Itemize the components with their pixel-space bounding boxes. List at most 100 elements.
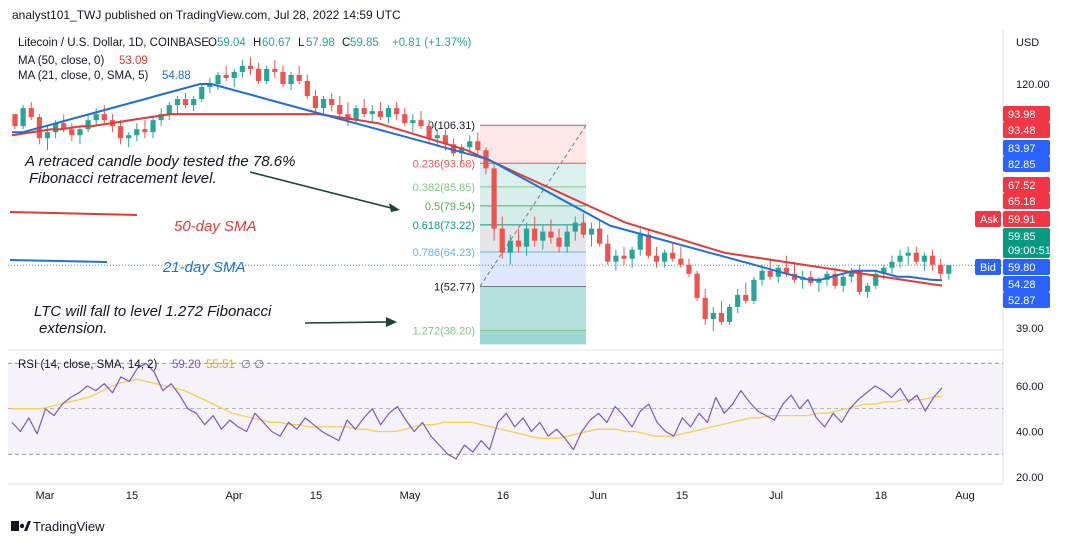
price-label-box	[1003, 122, 1050, 138]
grid	[8, 264, 1003, 485]
candle-body	[929, 255, 936, 265]
fib-level-label: 1(52.77)	[434, 282, 475, 294]
ma21-legend: MA (21, close, 0, SMA, 5)	[18, 70, 149, 82]
rsi-tick: 20.00	[1016, 472, 1044, 484]
candle-body	[848, 270, 854, 277]
publisher-line: analyst101_TWJ published on TradingView.…	[12, 8, 401, 22]
candle-body	[101, 114, 107, 121]
candle-body	[702, 297, 708, 319]
candle-body	[134, 129, 140, 136]
candle-body	[158, 114, 164, 121]
candle-body	[921, 255, 928, 262]
ohlc-l-label: L	[298, 37, 305, 49]
candle-body	[20, 108, 26, 127]
ohlc-h-value: 60.67	[262, 37, 291, 49]
candle-body	[426, 126, 432, 139]
fib-tail-zone	[480, 330, 586, 345]
ohlc-o-value: 59.04	[217, 37, 246, 49]
candle-body	[182, 99, 189, 106]
annotation-arrowhead-fib	[389, 203, 400, 212]
symbol-line: Litecoin / U.S. Dollar, 1D, COINBASE O 5…	[18, 37, 471, 49]
candle-body	[329, 99, 335, 106]
candle-body	[718, 312, 725, 322]
price-tag-box	[975, 211, 1001, 227]
symbol-label: Litecoin / U.S. Dollar, 1D, COINBASE	[18, 37, 209, 49]
candle-body	[816, 279, 822, 283]
fib-level-label: 0.5(79.54)	[425, 201, 475, 213]
fib-level-label: 0.618(73.22)	[413, 220, 475, 232]
fib-level-label: 0.236(93.68)	[413, 158, 475, 170]
tv-logo-bar	[11, 521, 19, 531]
ohlc-o-label: O	[208, 37, 217, 49]
price-label-value: 65.18	[1008, 196, 1036, 208]
candle-body	[572, 222, 578, 232]
candle-body	[394, 108, 400, 115]
time-tick: May	[400, 490, 421, 502]
price-label-box	[1003, 211, 1050, 227]
candle-body	[751, 279, 757, 301]
candle-body	[85, 120, 91, 130]
ma50-line	[11, 113, 943, 287]
candle-body	[53, 123, 59, 133]
fib-level-label: 0(106.31)	[428, 120, 475, 132]
price-label-value: 59.80	[1008, 262, 1036, 274]
time-tick: 15	[126, 490, 138, 502]
time-tick: Jun	[589, 490, 607, 502]
annotation-fall-line2: extension.	[39, 320, 107, 337]
ma21-legend-value: 54.88	[162, 70, 191, 82]
candle-body	[28, 108, 34, 118]
candle-body	[369, 111, 375, 115]
price-label-box	[1003, 259, 1050, 275]
candle-body	[670, 252, 676, 259]
candle-body	[264, 68, 270, 81]
rsi-pane: RSI (14, close, SMA, 14, 2) 59.20 55.51 ∅ ∅	[11, 359, 943, 460]
ohlc-change: +0.81 (+1.37%)	[392, 37, 471, 49]
candle-body	[491, 168, 497, 229]
price-label-value: 83.97	[1008, 143, 1036, 155]
candle-body	[889, 261, 895, 268]
candle-body	[126, 135, 132, 139]
candle-body	[507, 240, 513, 253]
candle-body	[117, 126, 124, 139]
candle-body	[272, 68, 278, 72]
ohlc-c-label: C	[342, 37, 350, 49]
rsi-legend: RSI (14, close, SMA, 14, 2)	[18, 359, 158, 371]
price-tag-label: Ask	[980, 214, 999, 226]
fib-zone	[480, 205, 586, 225]
price-label-value: 67.52	[1008, 180, 1036, 192]
candle-body	[653, 255, 660, 262]
ohlc-c-value: 59.85	[350, 37, 379, 49]
candle-body	[564, 231, 570, 247]
rsi-tick: 60.00	[1016, 381, 1044, 393]
rsi-legend-extra: ∅ ∅	[241, 359, 264, 371]
candle-body	[710, 312, 716, 319]
candle-body	[256, 68, 262, 81]
candle-body	[865, 285, 871, 292]
annotation-fib-test-line1: A retraced candle body tested the 78.6%	[24, 153, 295, 170]
candle-body	[77, 129, 83, 136]
rsi-line	[11, 362, 943, 460]
candle-body	[840, 276, 846, 286]
footer-brand: TradingView	[33, 519, 105, 534]
candle-body	[946, 265, 952, 274]
candle-body	[613, 255, 619, 262]
fib-level-label: 0.382(85.85)	[413, 182, 475, 194]
annotation-sma50: 50-day SMA	[174, 218, 257, 235]
candle-body	[410, 120, 416, 124]
price-label-box	[1003, 106, 1050, 122]
candle-body	[247, 65, 254, 69]
candle-body	[467, 141, 473, 148]
ohlc-h-label: H	[253, 37, 261, 49]
price-label-box	[1003, 177, 1050, 193]
candle-body	[523, 228, 530, 247]
candle-body	[605, 243, 611, 262]
fib-zone	[480, 125, 586, 164]
candle-body	[345, 114, 351, 121]
candle-body	[459, 147, 465, 154]
candle-body	[377, 111, 383, 118]
ma50-legend: MA (50, close, 0)	[18, 55, 104, 67]
candle-body	[93, 114, 99, 121]
candle-body	[44, 132, 51, 139]
candle-body	[881, 267, 887, 274]
